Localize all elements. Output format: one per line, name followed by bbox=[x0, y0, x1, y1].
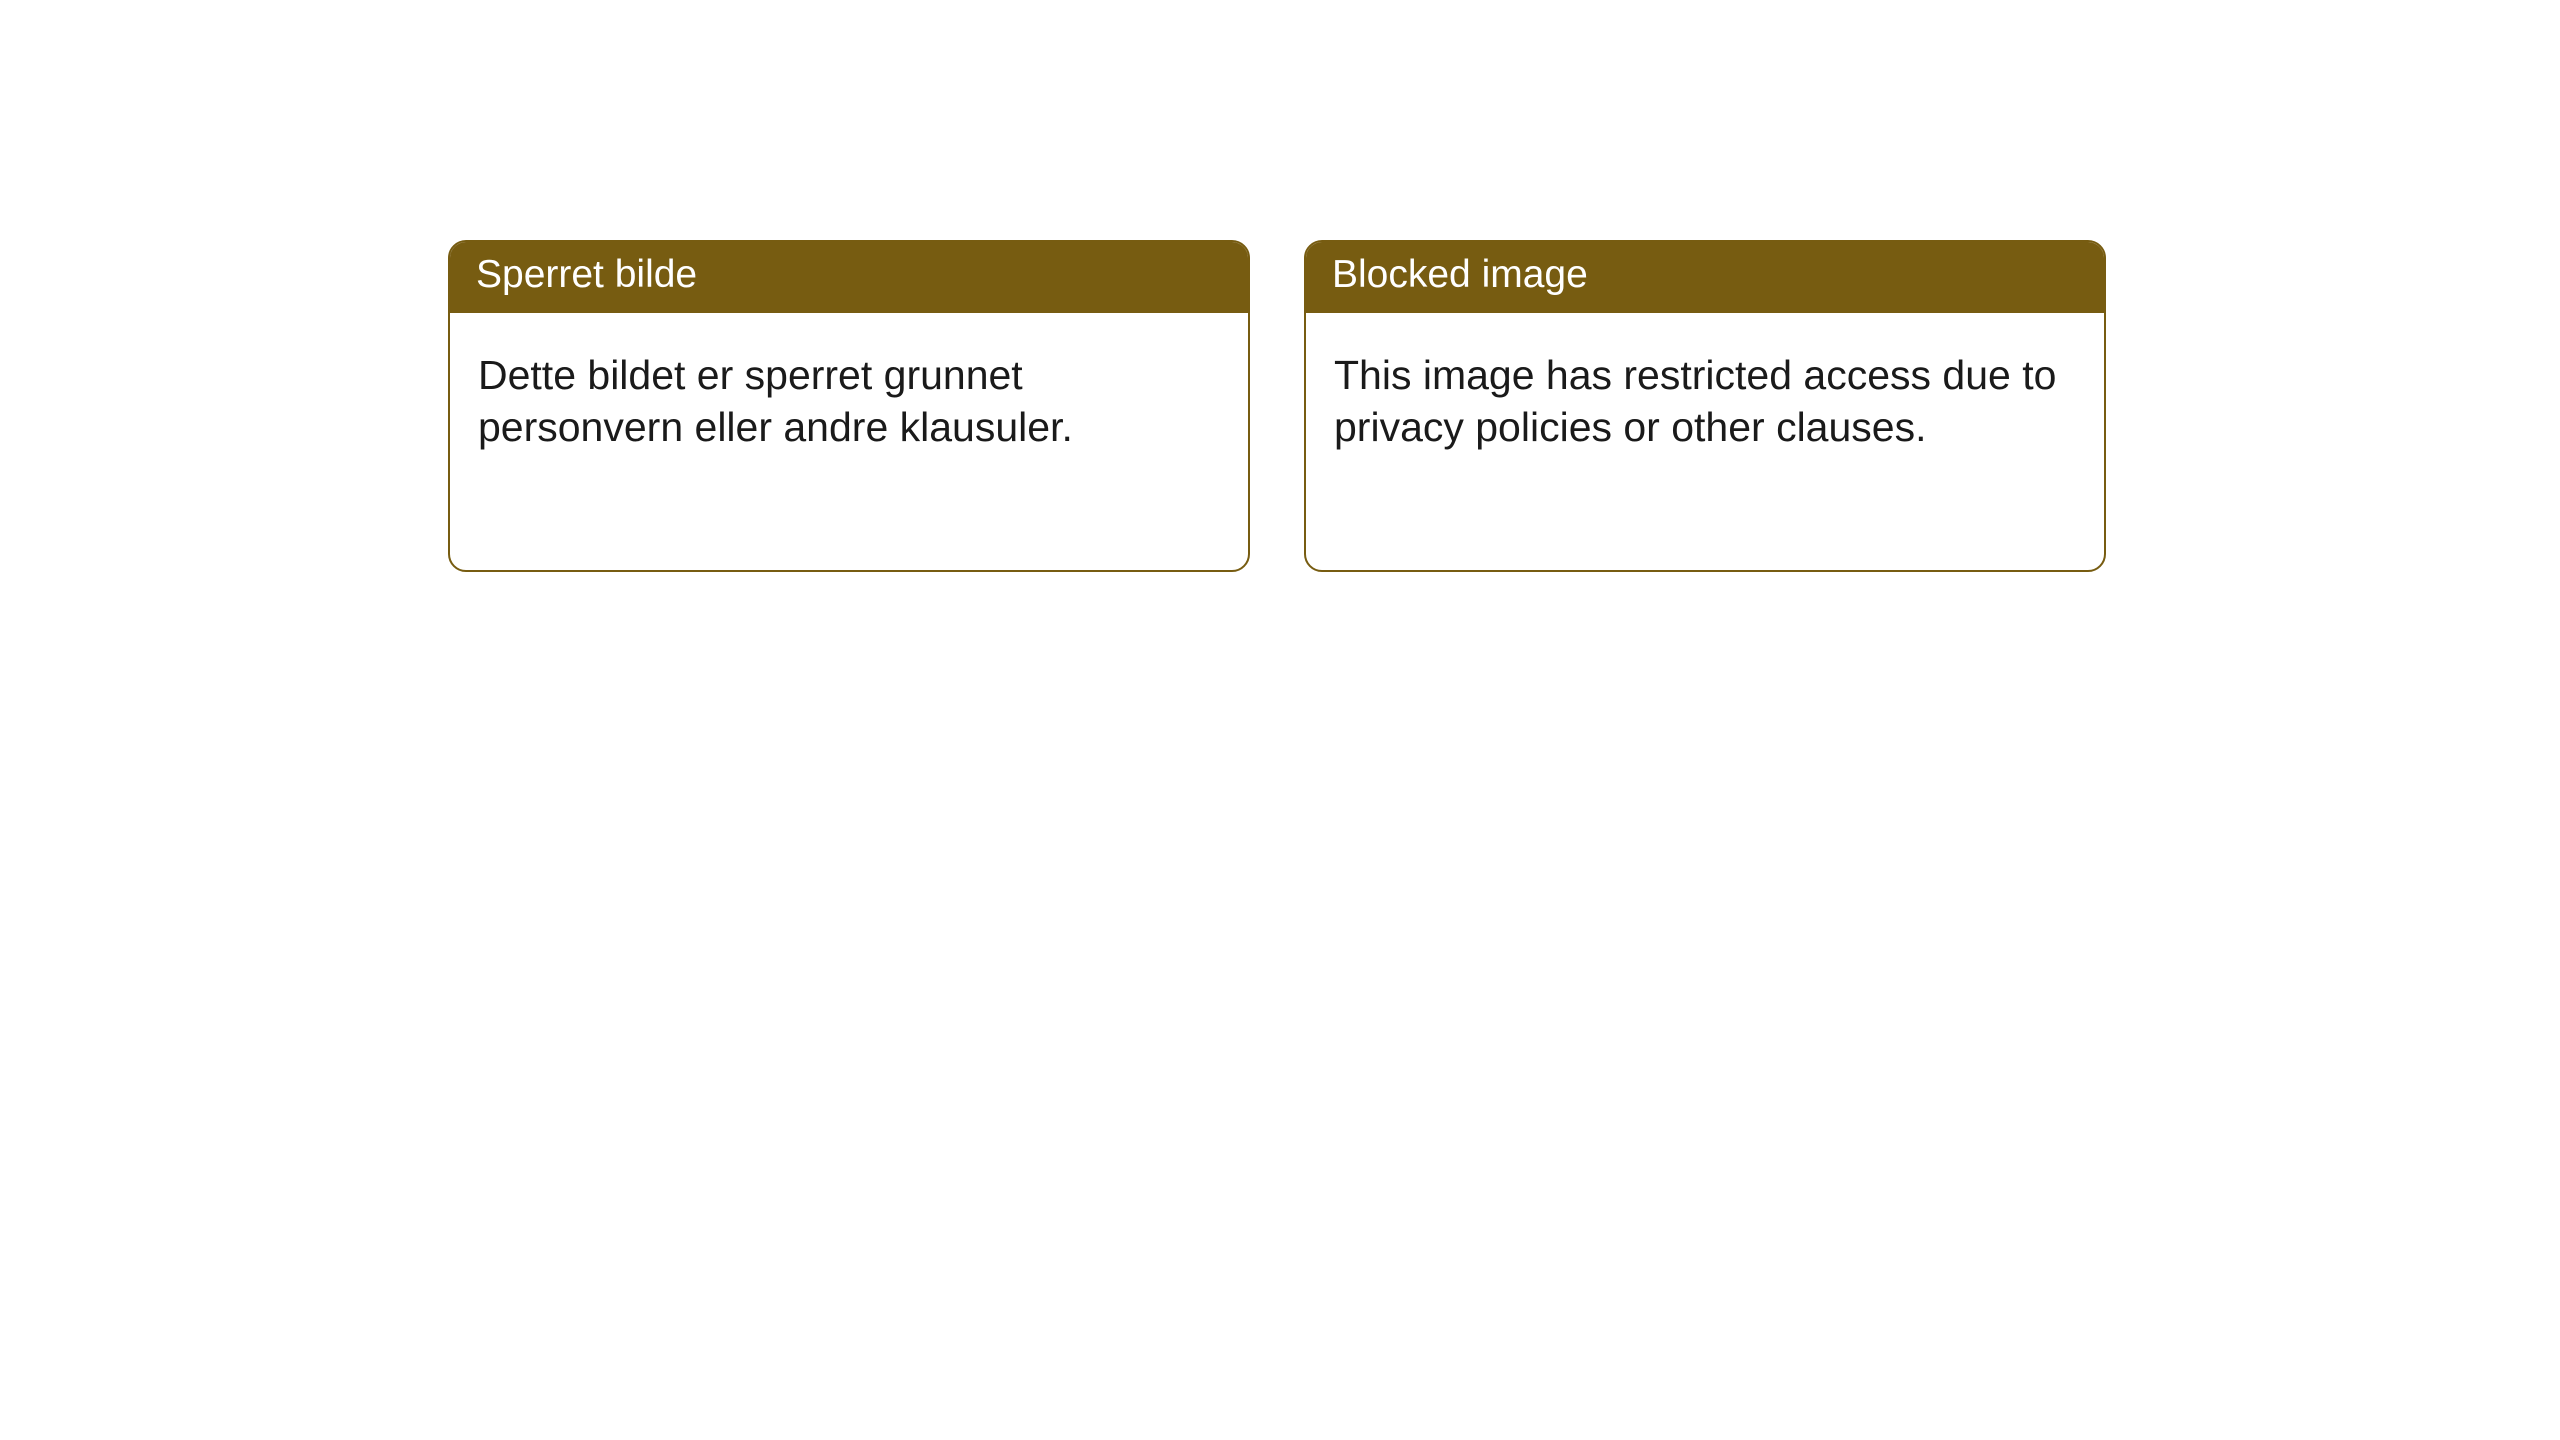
notice-cards-container: Sperret bilde Dette bildet er sperret gr… bbox=[0, 0, 2560, 572]
notice-card-body: Dette bildet er sperret grunnet personve… bbox=[450, 313, 1248, 490]
notice-card-english: Blocked image This image has restricted … bbox=[1304, 240, 2106, 572]
notice-card-title: Sperret bilde bbox=[450, 242, 1248, 313]
notice-card-body: This image has restricted access due to … bbox=[1306, 313, 2104, 490]
notice-card-title: Blocked image bbox=[1306, 242, 2104, 313]
notice-card-norwegian: Sperret bilde Dette bildet er sperret gr… bbox=[448, 240, 1250, 572]
